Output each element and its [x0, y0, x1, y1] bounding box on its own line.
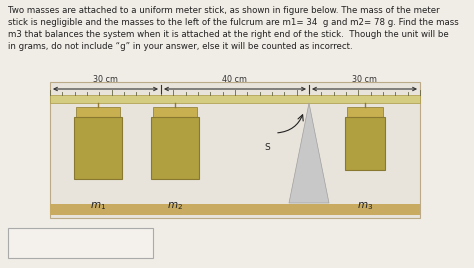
Bar: [76, 107, 119, 117]
Polygon shape: [289, 103, 329, 203]
Bar: [50, 204, 420, 215]
Bar: [346, 107, 383, 117]
Bar: [50, 95, 420, 103]
Text: 40 cm: 40 cm: [222, 75, 247, 84]
Text: S: S: [264, 143, 270, 152]
Bar: [345, 117, 385, 170]
Text: $m_1$: $m_1$: [90, 200, 106, 212]
Text: 30 cm: 30 cm: [93, 75, 118, 84]
Bar: [74, 117, 122, 179]
Bar: [151, 117, 199, 179]
Bar: [50, 82, 420, 218]
Text: $m_2$: $m_2$: [167, 200, 183, 212]
Text: Two masses are attached to a uniform meter stick, as shown in figure below. The : Two masses are attached to a uniform met…: [8, 6, 459, 51]
Bar: [154, 107, 197, 117]
Bar: [8, 228, 153, 258]
Text: 30 cm: 30 cm: [352, 75, 377, 84]
Text: $m_3$: $m_3$: [357, 200, 373, 212]
